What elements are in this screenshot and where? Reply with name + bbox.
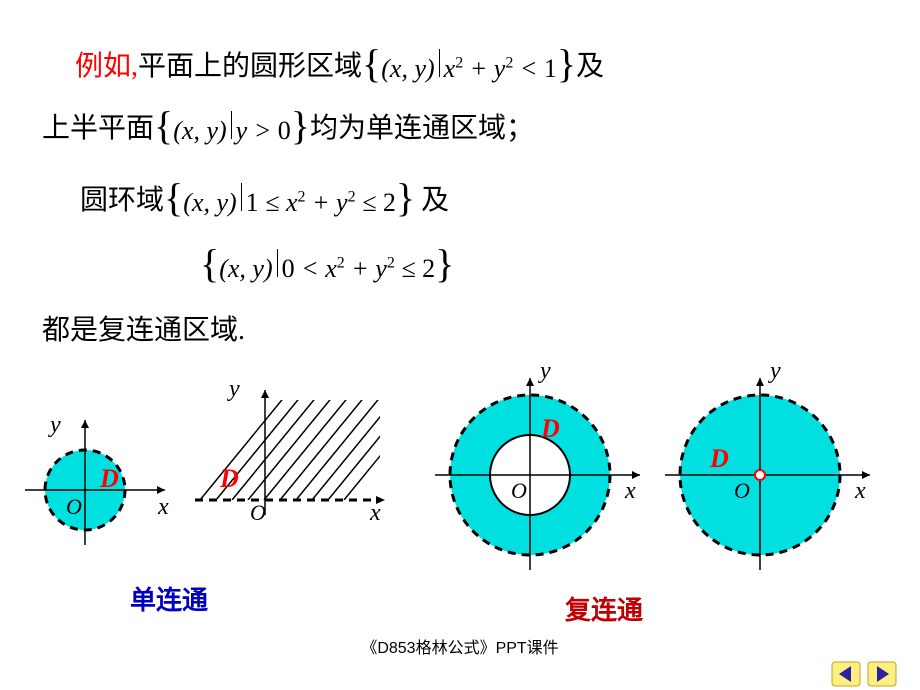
annulus-O: O xyxy=(511,478,527,504)
line5: 都是复连通区域. xyxy=(42,308,245,348)
disk-D: D xyxy=(100,464,119,494)
hp-O: O xyxy=(250,500,266,526)
multiply-connected-label: 复连通 xyxy=(565,590,643,627)
hp-x: x xyxy=(370,500,381,527)
line4: {(x, y)0 < x2 + y2 ≤ 2} xyxy=(200,244,454,284)
disk-y: y xyxy=(50,412,61,439)
diagram-annulus xyxy=(420,370,650,590)
nav-buttons: 上页 下页 xyxy=(834,661,894,676)
line1-a: 平面上的圆形区域 xyxy=(138,44,362,84)
footer-title: 《D853格林公式》PPT课件 xyxy=(361,634,558,658)
punct-y: y xyxy=(770,358,781,385)
line5-text: 都是复连通区域. xyxy=(42,308,245,348)
line3-a: 圆环域 xyxy=(80,178,164,218)
line2-b: 均为单连通区域； xyxy=(310,106,534,146)
line3-math: {(x, y)1 ≤ x2 + y2 ≤ 2} xyxy=(164,178,415,218)
annulus-y: y xyxy=(540,358,551,385)
line2-math: {(x, y)y > 0} xyxy=(154,106,310,146)
punct-x: x xyxy=(855,478,866,505)
hp-D: D xyxy=(220,464,239,494)
line3: 圆环域 {(x, y)1 ≤ x2 + y2 ≤ 2} 及 xyxy=(80,178,449,218)
line1: 例如, 平面上的圆形区域 {(x, y)x2 + y2 < 1} 及 xyxy=(75,44,604,84)
line2: 上半平面 {(x, y)y > 0} 均为单连通区域； xyxy=(42,106,534,146)
line1-highlight: 例如, xyxy=(75,44,138,84)
line3-b: 及 xyxy=(421,178,449,218)
annulus-D: D xyxy=(541,414,560,444)
prev-button[interactable]: 上页 xyxy=(834,661,858,676)
line1-math: {(x, y)x2 + y2 < 1} xyxy=(362,44,576,84)
next-button[interactable]: 下页 xyxy=(870,661,894,676)
punct-O: O xyxy=(734,478,750,504)
punct-D: D xyxy=(710,444,729,474)
simply-connected-label: 单连通 xyxy=(130,580,208,617)
hp-y: y xyxy=(229,376,240,403)
diagram-half-plane xyxy=(180,380,400,560)
diagram-open-disk xyxy=(0,400,200,600)
disk-x: x xyxy=(158,494,169,521)
disk-O: O xyxy=(66,494,82,520)
annulus-x: x xyxy=(625,478,636,505)
line1-b: 及 xyxy=(576,44,604,84)
diagram-punctured-disk xyxy=(650,370,880,590)
line2-a: 上半平面 xyxy=(42,106,154,146)
next-icon xyxy=(867,661,897,687)
line4-math: {(x, y)0 < x2 + y2 ≤ 2} xyxy=(200,244,454,284)
prev-icon xyxy=(831,661,861,687)
